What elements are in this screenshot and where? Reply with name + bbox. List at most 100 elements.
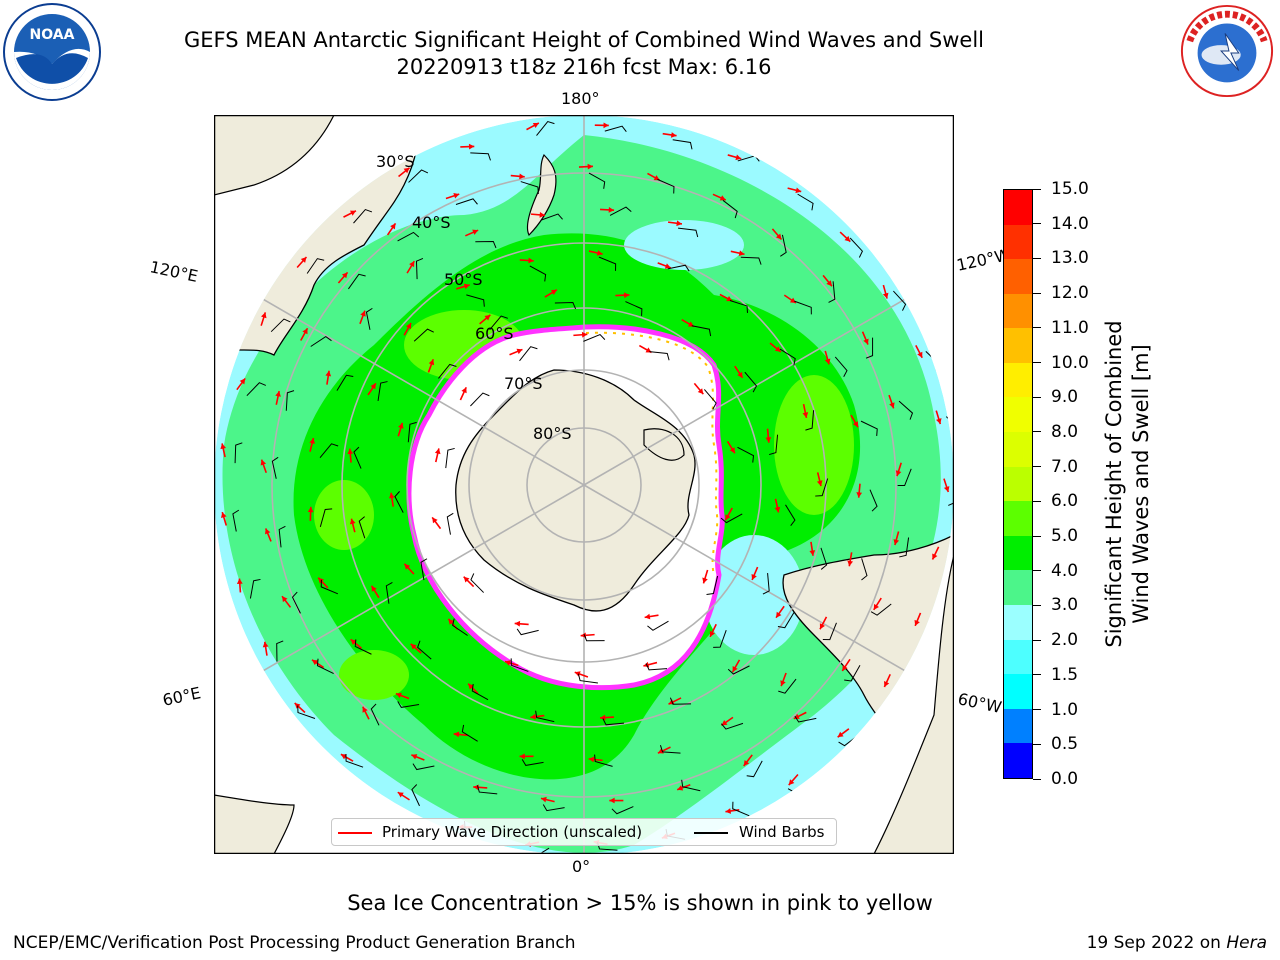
wave-arrow-head: [726, 295, 733, 302]
wind-barb: [348, 273, 366, 290]
wind-barb: [527, 847, 550, 854]
wind-barb: [397, 701, 420, 708]
wave-arrow-head: [609, 797, 615, 804]
wind-barb: [475, 240, 497, 249]
colorbar-segment: [1004, 674, 1032, 709]
wind-barb: [270, 318, 291, 333]
wave-arrow-head: [743, 760, 750, 766]
wind-barb: [297, 705, 316, 719]
title-line-2: 20220913 t18z 216h fcst Max: 6.16: [396, 55, 772, 79]
wind-barb: [470, 573, 484, 593]
wave-arrow-head: [863, 338, 869, 345]
sea-ice-note: Sea Ice Concentration > 15% is shown in …: [347, 891, 933, 915]
wave-arrow-head: [624, 292, 630, 299]
wave-arrow-head: [837, 731, 844, 738]
wind-barb: [667, 264, 690, 272]
colorbar-segment: [1004, 189, 1032, 225]
wind-barb: [470, 392, 490, 407]
wave-arrow-head: [395, 692, 402, 699]
wave-patch-low: [704, 535, 804, 655]
colorbar-tick: [1033, 778, 1041, 780]
wave-arrow-head: [873, 603, 879, 610]
wind-barb: [720, 513, 743, 524]
wave-arrow-head: [434, 448, 441, 455]
wind-barb: [649, 351, 670, 361]
colorbar-segment: [1004, 743, 1032, 778]
wind-barb: [870, 603, 892, 616]
wind-barb: [455, 198, 478, 206]
wind-barb: [446, 512, 454, 535]
wave-arrow-head: [776, 611, 782, 618]
wind-barb: [805, 410, 815, 431]
wave-arrow-head: [428, 359, 435, 366]
wind-barb: [370, 703, 380, 726]
wind-barb: [415, 257, 424, 280]
wind-barb: [598, 256, 617, 271]
wind-barb: [306, 258, 325, 274]
wave-arrow-head: [596, 250, 603, 256]
colorbar-label-line1: Significant Height of Combined: [1102, 320, 1126, 648]
wave-arrow-head: [816, 480, 823, 487]
wave-arrow-head: [461, 387, 467, 394]
wind-barb: [521, 759, 544, 766]
wind-barb: [234, 442, 243, 464]
colorbar-segment: [1004, 328, 1032, 363]
wind-barb: [461, 724, 478, 742]
wave-arrow-head: [719, 195, 726, 201]
colorbar-segment: [1004, 605, 1032, 640]
wave-arrow-head: [697, 388, 704, 395]
wave-arrow-head: [519, 173, 525, 180]
wind-barb: [407, 421, 417, 443]
colorbar-label: Significant Height of Combined Wind Wave…: [1101, 234, 1155, 734]
wave-arrow-head: [676, 220, 682, 227]
wind-barb: [583, 634, 605, 642]
wave-arrow-head: [644, 613, 651, 620]
wave-arrow-head: [463, 283, 470, 290]
wind-barb: [310, 336, 332, 347]
wind-barb: [476, 785, 498, 795]
wind-barb: [860, 420, 878, 436]
colorbar-tick: [1033, 188, 1041, 190]
wind-barb: [385, 581, 393, 604]
noaa-logo: NOAA: [3, 3, 101, 101]
wind-barb: [583, 333, 606, 342]
wind-barb: [611, 806, 634, 815]
colorbar-tick-label: 13.0: [1051, 248, 1089, 269]
wave-arrow-head: [530, 713, 536, 720]
wind-barb: [604, 125, 627, 133]
wave-arrow-head: [914, 619, 920, 626]
wave-arrow-head: [472, 229, 479, 235]
wind-barb: [691, 325, 712, 337]
wind-barb: [609, 206, 632, 216]
colorbar-tick-label: 1.0: [1051, 699, 1079, 720]
colorbar-segment: [1004, 466, 1032, 502]
wind-barb: [762, 573, 770, 595]
wind-barb: [703, 389, 717, 410]
colorbar-tick-label: 14.0: [1051, 213, 1089, 234]
colorbar-tick: [1033, 327, 1041, 329]
wind-barb: [721, 722, 744, 730]
wind-barb: [865, 337, 874, 359]
colorbar-tick: [1033, 223, 1041, 225]
wave-arrow-head: [653, 175, 660, 181]
wave-arrow-head: [309, 438, 315, 444]
wind-barb: [727, 665, 750, 675]
wind-barb: [319, 443, 339, 458]
wind-barb: [897, 468, 912, 487]
wind-barb: [232, 509, 240, 532]
wave-direction-label: Primary Wave Direction (unscaled): [382, 823, 643, 841]
colorbar-segment: [1004, 535, 1032, 571]
lat-label-80s: 80°S: [533, 424, 572, 443]
wind-barb: [729, 300, 748, 313]
wave-arrow-head: [539, 211, 545, 218]
wind-barb: [489, 315, 508, 331]
wave-arrow-head: [725, 808, 732, 814]
wind-barb: [320, 579, 339, 595]
wind-barb: [588, 172, 606, 189]
wind-barb: [358, 516, 366, 539]
colorbar-segment: [1004, 639, 1032, 675]
wave-arrow-head: [765, 437, 772, 443]
wind-barb: [861, 558, 868, 581]
wave-arrow-head: [780, 680, 786, 687]
colorbar-tick: [1033, 709, 1041, 711]
